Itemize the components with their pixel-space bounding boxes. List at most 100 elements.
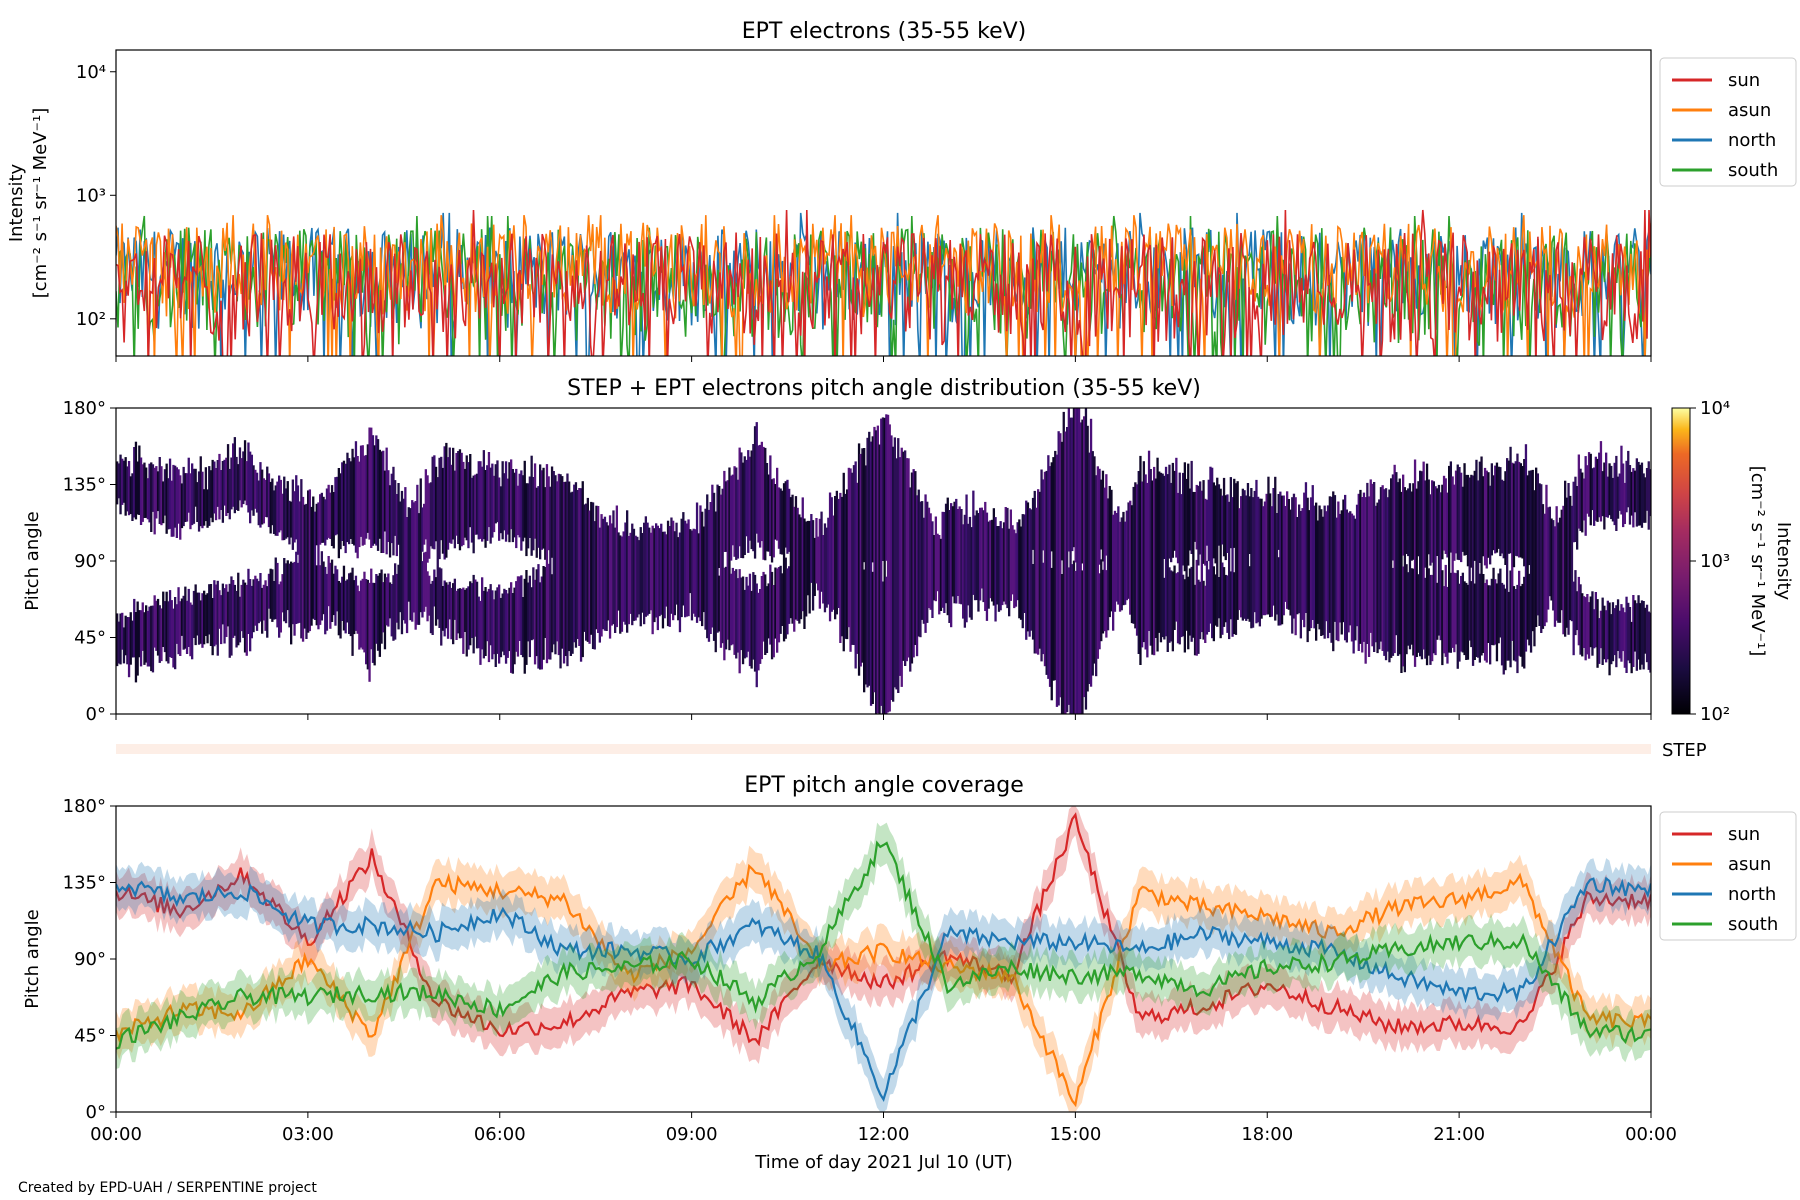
heatmap-cell [317,502,320,630]
heatmap-cell [834,496,837,620]
heatmap-cell [1412,483,1415,560]
heatmap-cell [329,492,332,539]
heatmap-cell [298,501,301,623]
heatmap-cell [951,506,955,597]
heatmap-cell [1529,470,1533,653]
heatmap-cell [249,451,252,524]
heatmap-cell [1279,491,1282,626]
heatmap-cell [1072,560,1076,714]
heatmap-cell [1137,471,1140,654]
heatmap-cell [388,582,392,619]
heatmap-cell [467,586,470,650]
heatmap-cell [390,584,393,637]
heatmap-cell [774,484,777,540]
heatmap-cell [1144,474,1147,650]
heatmap-cell [1233,478,1236,548]
heatmap-cell [1381,485,1384,651]
heatmap-cell [146,610,150,667]
heatmap-cell [588,510,591,644]
heatmap-cell [1471,475,1475,666]
heatmap-cell [463,589,467,632]
heatmap-cell [312,496,315,619]
heatmap-cell [748,456,752,541]
heatmap-cell [965,494,968,623]
heatmap-cell [1052,457,1055,681]
heatmap-cell [1330,496,1333,643]
heatmap-cell [320,492,324,543]
heatmap-cell [428,483,431,559]
heatmap-cell [1171,571,1175,652]
heatmap-cell [243,440,247,501]
heatmap-cell [281,493,284,541]
heatmap-cell [755,422,758,534]
heatmap-cell [1500,582,1504,666]
heatmap-cell [1642,601,1645,670]
heatmap-cell [769,564,772,645]
heatmap-cell [779,488,782,555]
heatmap-cell [491,590,494,660]
heatmap-cell [1620,445,1623,515]
heatmap-cell [1581,472,1584,533]
heatmap-cell [1577,576,1581,646]
heatmap-cell [1613,608,1616,656]
heatmap-cell [1463,463,1466,556]
heatmap-cell [1221,495,1224,545]
heatmap-cell [573,484,576,643]
heatmap-cell [1502,480,1505,559]
heatmap-cell [390,473,393,544]
heatmap-cell [692,528,695,614]
heatmap-cell [139,610,143,667]
heatmap-cell [1555,506,1558,621]
heatmap-cell [784,557,787,639]
pitch-angle-distribution-panel: STEP + EPT electrons pitch angle distrib… [22,376,1794,761]
heatmap-cell [1475,459,1478,657]
heatmap-cell [1424,577,1427,659]
heatmap-cell [383,470,387,532]
heatmap-cell [1361,497,1364,653]
heatmap-cell [1077,408,1081,714]
heatmap-cell [482,590,486,659]
heatmap-cell [450,587,453,640]
heatmap-cell [545,464,549,664]
heatmap-cell [203,489,206,526]
heatmap-cell [1582,478,1586,521]
heatmap-cell [1054,450,1057,681]
heatmap-cell [279,581,283,633]
heatmap-cell [1552,520,1555,611]
heatmap-cell [1596,458,1599,522]
heatmap-cell [373,445,376,544]
heatmap-cell [724,481,728,552]
heatmap-cell [460,452,463,547]
heatmap-cell [811,520,815,611]
heatmap-cell [782,483,786,642]
heatmap-cell [327,556,330,607]
heatmap-cell [1586,594,1589,655]
heatmap-cell [191,463,194,526]
heatmap-cell [240,584,243,632]
heatmap-cell [1516,584,1519,674]
heatmap-cell [861,448,864,663]
heatmap-cell [1200,490,1204,633]
heatmap-cell [124,457,127,516]
heatmap-cell [1379,487,1383,642]
heatmap-cell [257,581,260,624]
heatmap-cell [583,504,586,632]
heatmap-cell [1449,461,1453,553]
heatmap-cell [278,584,281,638]
heatmap-cell [259,462,262,528]
heatmap-cell [999,521,1002,611]
heatmap-cell [772,585,775,658]
heatmap-cell [240,458,243,508]
heatmap-cell [670,517,673,614]
heatmap-cell [1458,583,1461,662]
heatmap-cell [1547,507,1550,610]
heatmap-cell [1596,599,1599,668]
heatmap-cell [458,449,462,551]
colorbar-label-line2: [cm⁻² s⁻¹ sr⁻¹ MeV⁻¹] [1747,466,1768,657]
heatmap-cell [608,515,612,639]
heatmap-cell [784,481,787,548]
heatmap-cell [1466,584,1470,660]
heatmap-cell [614,527,617,633]
heatmap-cell [1633,470,1637,513]
heatmap-cell [348,458,351,545]
